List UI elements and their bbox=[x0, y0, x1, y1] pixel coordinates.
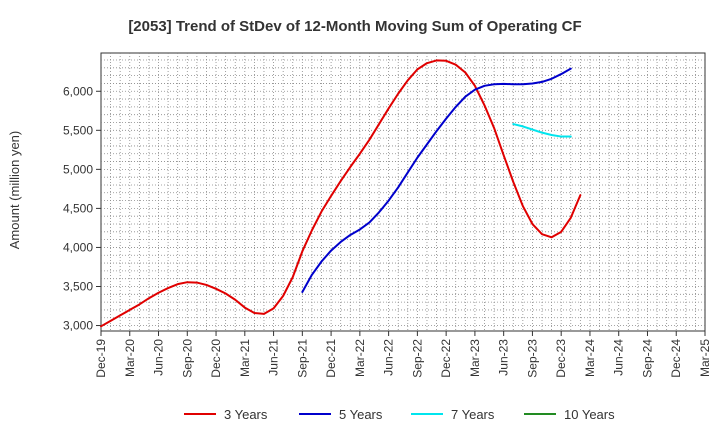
y-tick-label: 4,000 bbox=[63, 240, 93, 254]
x-tick-label: Mar-25 bbox=[698, 339, 712, 377]
x-tick-label: Jun-24 bbox=[612, 339, 626, 376]
legend-label: 3 Years bbox=[224, 407, 268, 422]
y-tick-label: 5,000 bbox=[63, 162, 93, 176]
x-tick-label: Sep-23 bbox=[525, 339, 539, 378]
x-tick-label: Mar-20 bbox=[123, 339, 137, 377]
x-tick-label: Mar-23 bbox=[468, 339, 482, 377]
series-line-3 bbox=[512, 123, 572, 138]
x-tick-label: Jun-23 bbox=[497, 339, 511, 376]
y-tick-label: 6,000 bbox=[63, 84, 93, 98]
x-tick-label: Sep-22 bbox=[410, 339, 424, 378]
y-tick-label: 4,500 bbox=[63, 201, 93, 215]
x-tick-label: Jun-21 bbox=[267, 339, 281, 376]
plot-area: 3,000 3,500 4,000 4,500 5,000 5,500 6,000 Dec-1… bbox=[63, 52, 712, 378]
plot-frame bbox=[100, 52, 706, 332]
x-tick-label: Sep-21 bbox=[295, 339, 309, 378]
x-tick-label: Dec-20 bbox=[209, 339, 223, 378]
x-tick-label: Dec-24 bbox=[669, 339, 683, 378]
legend-label: 5 Years bbox=[339, 407, 383, 422]
legend-label: 7 Years bbox=[451, 407, 495, 422]
y-tick-label: 5,500 bbox=[63, 123, 93, 137]
chart-title: [2053] Trend of StDev of 12-Month Moving… bbox=[128, 18, 581, 35]
x-tick-label: Mar-22 bbox=[353, 339, 367, 377]
x-tick-label: Jun-20 bbox=[152, 339, 166, 376]
x-tick-label: Dec-23 bbox=[554, 339, 568, 378]
series-line-2 bbox=[301, 67, 572, 293]
x-tick-label: Mar-21 bbox=[238, 339, 252, 377]
x-tick-label: Jun-22 bbox=[382, 339, 396, 376]
y-tick-label: 3,500 bbox=[63, 279, 93, 293]
x-tick-label: Dec-19 bbox=[94, 339, 108, 378]
series-line-1 bbox=[100, 59, 582, 328]
y-tick-label: 3,000 bbox=[63, 319, 93, 333]
x-tick-label: Dec-21 bbox=[324, 339, 338, 378]
x-tick-label: Dec-22 bbox=[439, 339, 453, 378]
x-tick-label: Sep-20 bbox=[180, 339, 194, 378]
y-axis-title: Amount (million yen) bbox=[7, 131, 22, 250]
legend: 3 Years 5 Years 7 Years 10 Years bbox=[184, 407, 615, 422]
x-tick-label: Sep-24 bbox=[640, 339, 654, 378]
legend-label: 10 Years bbox=[564, 407, 615, 422]
x-tick-label: Mar-24 bbox=[583, 339, 597, 377]
